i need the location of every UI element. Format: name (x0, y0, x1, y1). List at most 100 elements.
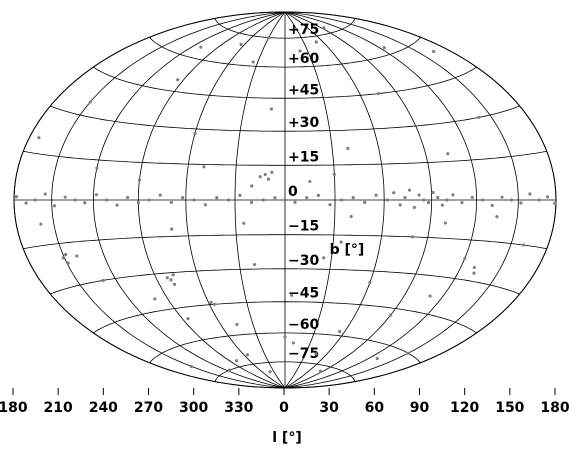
data-point (267, 35, 271, 40)
data-point (171, 273, 175, 277)
y-tick-label: −30 (288, 253, 319, 269)
parallel-grid-line (23, 150, 547, 166)
parallel-grid-line (23, 234, 547, 250)
y-tick-label: −15 (288, 219, 319, 235)
y-tick-label: 0 (288, 184, 298, 200)
data-point (283, 198, 287, 202)
data-point (61, 256, 65, 260)
data-point (153, 297, 157, 301)
data-point (203, 203, 207, 207)
data-point (398, 203, 402, 207)
data-point (238, 193, 242, 197)
data-point (66, 261, 70, 265)
data-point (440, 203, 444, 207)
data-point (24, 201, 28, 205)
data-point (322, 26, 326, 30)
data-point (192, 198, 196, 202)
data-point (470, 195, 474, 199)
data-point (283, 335, 287, 339)
parallel-grid-line (93, 66, 477, 99)
data-point (472, 265, 476, 270)
data-point (39, 222, 43, 226)
data-point (88, 100, 92, 104)
data-point (410, 235, 415, 239)
x-tick-label: 60 (365, 400, 385, 416)
y-tick-label: +15 (288, 149, 319, 165)
data-point (270, 170, 274, 174)
y-tick-label: +45 (288, 82, 319, 98)
data-point (104, 198, 109, 202)
data-point (500, 195, 504, 199)
data-point (169, 200, 173, 205)
data-point (463, 256, 467, 260)
x-tick-label: 300 (179, 400, 208, 416)
data-point (412, 205, 416, 209)
data-point (250, 200, 254, 204)
y-tick-label: −75 (288, 346, 319, 362)
data-point (176, 78, 180, 82)
data-point (432, 49, 436, 54)
parallel-grid-line (214, 361, 356, 382)
data-point (37, 136, 41, 140)
data-point (406, 351, 410, 355)
data-point (528, 192, 532, 196)
data-point (239, 42, 243, 46)
data-point (258, 175, 262, 179)
data-point (445, 198, 449, 202)
data-point (73, 198, 77, 202)
data-point (385, 198, 390, 202)
data-point (63, 195, 67, 199)
data-point (308, 179, 312, 184)
data-point (52, 204, 57, 208)
data-point (101, 278, 105, 283)
x-tick-label: 150 (495, 400, 524, 416)
data-point (490, 203, 494, 208)
data-point (339, 240, 343, 244)
data-point (169, 278, 173, 282)
y-tick-label: +75 (288, 22, 319, 38)
data-point (553, 201, 557, 205)
data-point (349, 214, 353, 219)
x-tick-label: 180 (0, 400, 28, 416)
data-point (446, 152, 450, 156)
data-point (451, 193, 455, 197)
data-point (75, 254, 79, 258)
data-point (363, 200, 367, 204)
data-point (186, 317, 190, 321)
data-point (94, 193, 98, 197)
data-point (346, 146, 350, 151)
data-point (477, 115, 481, 120)
data-point (351, 196, 355, 200)
data-point (226, 198, 230, 202)
data-point (251, 60, 255, 64)
data-point (472, 271, 476, 275)
data-point (199, 45, 203, 49)
data-point (158, 193, 162, 197)
data-point (180, 195, 185, 200)
y-tick-label: +60 (288, 51, 319, 67)
data-point (291, 341, 295, 345)
parallel-grid-line (214, 18, 356, 39)
parallel-grid-line (50, 105, 520, 132)
data-point (209, 300, 213, 304)
data-point (170, 227, 174, 231)
x-tick-label: 90 (410, 400, 430, 416)
data-point (266, 177, 271, 181)
data-point (64, 252, 68, 257)
data-point (338, 329, 342, 334)
parallel-grid-line (50, 268, 520, 295)
data-point (126, 195, 130, 200)
data-point (245, 353, 250, 357)
data-point (431, 190, 435, 195)
y-axis-label: b [°] (330, 242, 365, 258)
data-point (443, 221, 447, 225)
data-point (202, 165, 206, 169)
data-point (250, 184, 254, 188)
y-tick-label: +30 (288, 115, 319, 131)
data-point (172, 282, 177, 287)
data-point (537, 198, 541, 202)
data-point (314, 40, 318, 44)
parallel-grid-line (149, 36, 421, 68)
data-point (422, 198, 426, 202)
